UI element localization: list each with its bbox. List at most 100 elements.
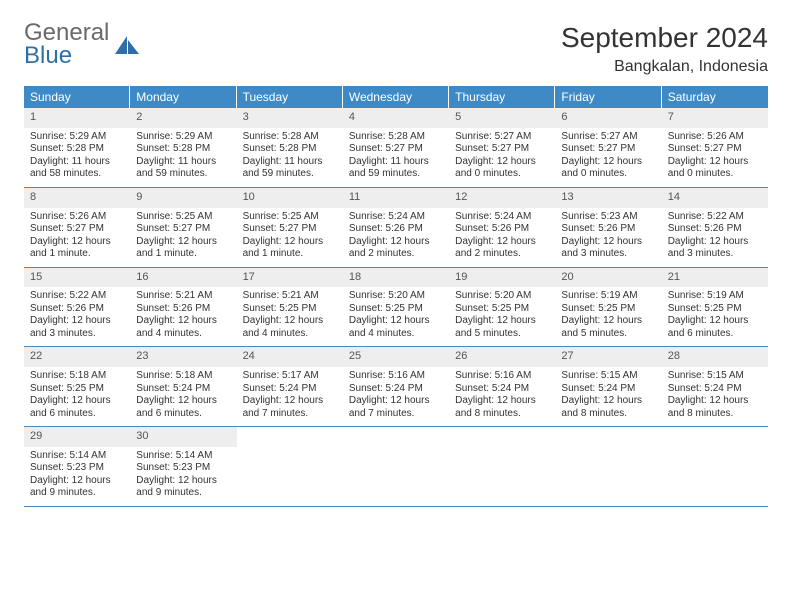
daylight2-line: and 6 minutes. bbox=[30, 408, 124, 421]
daylight1-line: Daylight: 12 hours bbox=[243, 395, 337, 408]
daylight1-line: Daylight: 12 hours bbox=[243, 315, 337, 328]
day-number: 15 bbox=[24, 268, 130, 288]
day-number: 9 bbox=[130, 188, 236, 208]
sunset-line: Sunset: 5:24 PM bbox=[136, 383, 230, 396]
day-number: 2 bbox=[130, 108, 236, 128]
sunset-line: Sunset: 5:28 PM bbox=[243, 143, 337, 156]
empty-cell bbox=[343, 427, 449, 506]
day-number: 13 bbox=[555, 188, 661, 208]
day-number: 18 bbox=[343, 268, 449, 288]
daylight2-line: and 0 minutes. bbox=[561, 168, 655, 181]
daylight2-line: and 2 minutes. bbox=[455, 248, 549, 261]
sunrise-line: Sunrise: 5:14 AM bbox=[136, 450, 230, 463]
sunrise-line: Sunrise: 5:18 AM bbox=[136, 370, 230, 383]
day-body: Sunrise: 5:19 AMSunset: 5:25 PMDaylight:… bbox=[662, 287, 768, 346]
day-body: Sunrise: 5:28 AMSunset: 5:28 PMDaylight:… bbox=[237, 128, 343, 187]
day-body: Sunrise: 5:16 AMSunset: 5:24 PMDaylight:… bbox=[449, 367, 555, 426]
brand-text: General Blue bbox=[24, 22, 109, 68]
sunrise-line: Sunrise: 5:25 AM bbox=[243, 211, 337, 224]
daylight2-line: and 3 minutes. bbox=[30, 328, 124, 341]
day-cell: 24Sunrise: 5:17 AMSunset: 5:24 PMDayligh… bbox=[237, 347, 343, 426]
day-header: Saturday bbox=[662, 86, 768, 108]
day-body: Sunrise: 5:20 AMSunset: 5:25 PMDaylight:… bbox=[343, 287, 449, 346]
daylight1-line: Daylight: 11 hours bbox=[349, 156, 443, 169]
day-number: 23 bbox=[130, 347, 236, 367]
day-body: Sunrise: 5:18 AMSunset: 5:25 PMDaylight:… bbox=[24, 367, 130, 426]
sunrise-line: Sunrise: 5:14 AM bbox=[30, 450, 124, 463]
sunset-line: Sunset: 5:25 PM bbox=[561, 303, 655, 316]
day-number: 8 bbox=[24, 188, 130, 208]
sunrise-line: Sunrise: 5:29 AM bbox=[30, 131, 124, 144]
day-cell: 10Sunrise: 5:25 AMSunset: 5:27 PMDayligh… bbox=[237, 188, 343, 267]
day-body: Sunrise: 5:17 AMSunset: 5:24 PMDaylight:… bbox=[237, 367, 343, 426]
sunrise-line: Sunrise: 5:23 AM bbox=[561, 211, 655, 224]
day-body: Sunrise: 5:18 AMSunset: 5:24 PMDaylight:… bbox=[130, 367, 236, 426]
daylight2-line: and 4 minutes. bbox=[243, 328, 337, 341]
sunrise-line: Sunrise: 5:15 AM bbox=[668, 370, 762, 383]
daylight1-line: Daylight: 12 hours bbox=[455, 315, 549, 328]
daylight2-line: and 0 minutes. bbox=[455, 168, 549, 181]
day-number: 26 bbox=[449, 347, 555, 367]
daylight2-line: and 7 minutes. bbox=[349, 408, 443, 421]
sunrise-line: Sunrise: 5:24 AM bbox=[349, 211, 443, 224]
daylight1-line: Daylight: 12 hours bbox=[561, 315, 655, 328]
daylight2-line: and 9 minutes. bbox=[136, 487, 230, 500]
sunset-line: Sunset: 5:24 PM bbox=[349, 383, 443, 396]
daylight2-line: and 8 minutes. bbox=[455, 408, 549, 421]
day-cell: 7Sunrise: 5:26 AMSunset: 5:27 PMDaylight… bbox=[662, 108, 768, 187]
daylight2-line: and 1 minute. bbox=[30, 248, 124, 261]
day-header: Thursday bbox=[449, 86, 555, 108]
day-cell: 15Sunrise: 5:22 AMSunset: 5:26 PMDayligh… bbox=[24, 268, 130, 347]
daylight2-line: and 59 minutes. bbox=[136, 168, 230, 181]
daylight2-line: and 58 minutes. bbox=[30, 168, 124, 181]
brand-line2: Blue bbox=[24, 45, 109, 68]
daylight2-line: and 5 minutes. bbox=[561, 328, 655, 341]
day-body: Sunrise: 5:20 AMSunset: 5:25 PMDaylight:… bbox=[449, 287, 555, 346]
day-cell: 21Sunrise: 5:19 AMSunset: 5:25 PMDayligh… bbox=[662, 268, 768, 347]
sunrise-line: Sunrise: 5:21 AM bbox=[243, 290, 337, 303]
day-cell: 16Sunrise: 5:21 AMSunset: 5:26 PMDayligh… bbox=[130, 268, 236, 347]
daylight1-line: Daylight: 12 hours bbox=[668, 236, 762, 249]
day-number: 4 bbox=[343, 108, 449, 128]
day-body: Sunrise: 5:25 AMSunset: 5:27 PMDaylight:… bbox=[237, 208, 343, 267]
sunrise-line: Sunrise: 5:15 AM bbox=[561, 370, 655, 383]
sunrise-line: Sunrise: 5:17 AM bbox=[243, 370, 337, 383]
week-row: 29Sunrise: 5:14 AMSunset: 5:23 PMDayligh… bbox=[24, 427, 768, 507]
sunset-line: Sunset: 5:25 PM bbox=[668, 303, 762, 316]
day-header: Friday bbox=[555, 86, 661, 108]
sunrise-line: Sunrise: 5:20 AM bbox=[349, 290, 443, 303]
sunset-line: Sunset: 5:27 PM bbox=[30, 223, 124, 236]
day-body: Sunrise: 5:14 AMSunset: 5:23 PMDaylight:… bbox=[24, 447, 130, 506]
sunset-line: Sunset: 5:25 PM bbox=[30, 383, 124, 396]
day-body: Sunrise: 5:15 AMSunset: 5:24 PMDaylight:… bbox=[662, 367, 768, 426]
daylight2-line: and 5 minutes. bbox=[455, 328, 549, 341]
day-header-row: SundayMondayTuesdayWednesdayThursdayFrid… bbox=[24, 86, 768, 108]
day-number: 29 bbox=[24, 427, 130, 447]
empty-cell bbox=[555, 427, 661, 506]
daylight1-line: Daylight: 12 hours bbox=[455, 395, 549, 408]
sunrise-line: Sunrise: 5:26 AM bbox=[668, 131, 762, 144]
daylight1-line: Daylight: 12 hours bbox=[349, 236, 443, 249]
daylight1-line: Daylight: 12 hours bbox=[243, 236, 337, 249]
week-row: 15Sunrise: 5:22 AMSunset: 5:26 PMDayligh… bbox=[24, 268, 768, 348]
month-title: September 2024 bbox=[561, 22, 768, 54]
week-row: 1Sunrise: 5:29 AMSunset: 5:28 PMDaylight… bbox=[24, 108, 768, 188]
sunset-line: Sunset: 5:23 PM bbox=[136, 462, 230, 475]
sunset-line: Sunset: 5:25 PM bbox=[349, 303, 443, 316]
day-number: 16 bbox=[130, 268, 236, 288]
day-number: 28 bbox=[662, 347, 768, 367]
day-number: 11 bbox=[343, 188, 449, 208]
day-cell: 14Sunrise: 5:22 AMSunset: 5:26 PMDayligh… bbox=[662, 188, 768, 267]
daylight2-line: and 59 minutes. bbox=[349, 168, 443, 181]
day-cell: 11Sunrise: 5:24 AMSunset: 5:26 PMDayligh… bbox=[343, 188, 449, 267]
sunrise-line: Sunrise: 5:20 AM bbox=[455, 290, 549, 303]
sunset-line: Sunset: 5:27 PM bbox=[243, 223, 337, 236]
daylight2-line: and 59 minutes. bbox=[243, 168, 337, 181]
sunrise-line: Sunrise: 5:22 AM bbox=[30, 290, 124, 303]
day-cell: 3Sunrise: 5:28 AMSunset: 5:28 PMDaylight… bbox=[237, 108, 343, 187]
daylight2-line: and 9 minutes. bbox=[30, 487, 124, 500]
sunset-line: Sunset: 5:24 PM bbox=[561, 383, 655, 396]
day-body: Sunrise: 5:27 AMSunset: 5:27 PMDaylight:… bbox=[449, 128, 555, 187]
daylight2-line: and 3 minutes. bbox=[668, 248, 762, 261]
daylight1-line: Daylight: 12 hours bbox=[349, 315, 443, 328]
